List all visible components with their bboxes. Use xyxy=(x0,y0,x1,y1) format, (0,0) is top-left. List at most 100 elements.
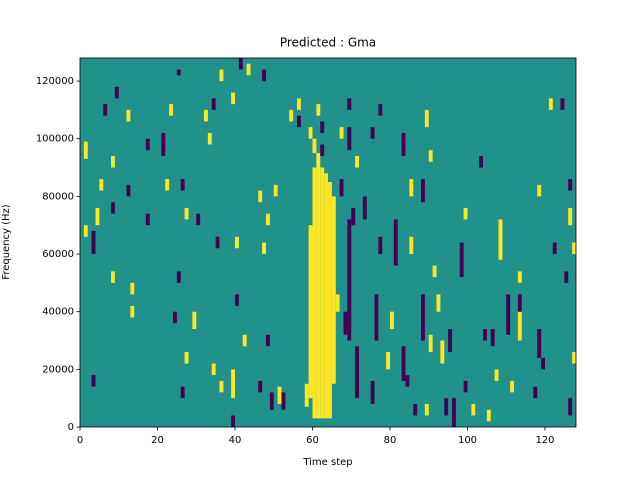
heatmap-cell xyxy=(572,242,576,255)
heatmap-cell xyxy=(401,346,406,381)
heatmap-cell xyxy=(219,380,224,393)
y-tick-label: 40000 xyxy=(42,307,74,318)
heatmap-cell xyxy=(320,144,325,157)
heatmap-cell xyxy=(537,328,542,358)
heatmap-cell xyxy=(463,207,468,220)
heatmap-cell xyxy=(111,271,115,283)
heatmap-cell xyxy=(231,92,235,105)
heatmap-cell xyxy=(180,386,185,399)
y-tick-label: 100000 xyxy=(36,134,74,145)
heatmap-cell xyxy=(176,69,181,76)
heatmap-cell xyxy=(204,109,208,122)
heatmap-cell xyxy=(211,363,216,376)
heatmap-cell xyxy=(486,409,491,422)
heatmap-cell xyxy=(103,104,108,116)
heatmap-cell xyxy=(483,328,487,341)
heatmap-cell xyxy=(258,190,263,203)
heatmap-cell xyxy=(432,265,437,278)
heatmap-cell xyxy=(498,219,503,260)
heatmap-cell xyxy=(452,398,456,427)
heatmap-cell xyxy=(308,225,313,399)
heatmap-cell xyxy=(91,230,96,255)
heatmap-cell xyxy=(83,225,88,237)
y-tick-label: 20000 xyxy=(42,364,74,375)
heatmap-cell xyxy=(347,98,352,110)
heatmap-cell xyxy=(490,328,495,347)
heatmap-cell xyxy=(405,375,410,387)
heatmap-cell xyxy=(262,69,266,82)
heatmap-cell xyxy=(401,132,406,157)
heatmap-cell xyxy=(99,179,104,191)
heatmap-cell xyxy=(355,156,359,168)
heatmap-cell xyxy=(409,236,414,255)
x-tick-label: 0 xyxy=(77,435,83,446)
heatmap-cell xyxy=(421,294,425,341)
heatmap-cell xyxy=(91,375,96,387)
heatmap-cell xyxy=(506,294,511,335)
heatmap-cell xyxy=(393,219,398,266)
heatmap-cell xyxy=(378,236,383,255)
heatmap-cell xyxy=(459,242,464,278)
heatmap-cell xyxy=(215,236,220,249)
heatmap-cell xyxy=(207,132,212,145)
heatmap-cell xyxy=(568,398,573,416)
heatmap-cell xyxy=(479,156,483,168)
heatmap-cell xyxy=(277,386,282,404)
heatmap-cell xyxy=(374,294,379,341)
x-tick-label: 60 xyxy=(306,435,319,446)
heatmap-cell xyxy=(145,213,150,226)
heatmap-cell xyxy=(180,179,185,191)
heatmap-cell xyxy=(328,181,332,419)
x-tick-label: 80 xyxy=(384,435,397,446)
heatmap-cell xyxy=(262,242,266,255)
heatmap-cell xyxy=(231,415,235,427)
heatmap-cell xyxy=(83,141,88,159)
heatmap-cell xyxy=(176,271,181,283)
heatmap-cell xyxy=(266,334,270,347)
heatmap-cell xyxy=(517,294,522,312)
heatmap-cell xyxy=(320,167,325,419)
heatmap-cell xyxy=(339,127,344,139)
heatmap-cell xyxy=(95,207,100,226)
y-tick-label: 80000 xyxy=(42,191,74,202)
heatmap-cell xyxy=(297,115,301,128)
heatmap-cell xyxy=(235,294,239,306)
x-tick-label: 40 xyxy=(229,435,242,446)
heatmap-cell xyxy=(560,98,565,110)
heatmap-cell xyxy=(548,98,553,110)
heatmap-cell xyxy=(409,179,414,197)
heatmap-cell xyxy=(130,282,135,295)
heatmap-cell xyxy=(219,69,224,82)
x-tick-label: 100 xyxy=(458,435,477,446)
heatmap-cell xyxy=(331,196,336,384)
y-axis-label: Frequency (Hz) xyxy=(1,204,12,280)
heatmap-cell xyxy=(169,104,173,116)
heatmap-cell xyxy=(316,153,321,419)
heatmap-cell xyxy=(517,271,522,283)
heatmap-cell xyxy=(362,196,367,220)
heatmap-cell xyxy=(347,219,352,341)
heatmap-cell xyxy=(339,179,344,197)
heatmap-cell xyxy=(165,179,170,191)
heatmap-cell xyxy=(343,311,348,335)
heatmap-cell xyxy=(444,398,449,416)
heatmap-cell xyxy=(111,202,115,214)
heatmap-cell xyxy=(130,305,135,318)
heatmap-cell xyxy=(196,213,201,226)
y-tick-label: 120000 xyxy=(36,76,74,87)
heatmap-cell xyxy=(312,138,317,154)
heatmap-cell xyxy=(316,104,321,116)
heatmap-cell xyxy=(242,334,247,347)
heatmap-cell xyxy=(161,132,166,157)
heatmap-cell xyxy=(173,311,177,324)
heatmap-cell xyxy=(568,207,573,226)
heatmap-cell xyxy=(304,383,309,407)
heatmap-cell xyxy=(273,184,278,197)
heatmap-cell xyxy=(537,184,542,197)
heatmap-cell xyxy=(266,213,270,226)
heatmap-cell xyxy=(370,127,375,139)
heatmap-cell xyxy=(308,127,313,139)
heatmap-cell xyxy=(413,403,418,416)
heatmap-cell xyxy=(269,392,274,410)
